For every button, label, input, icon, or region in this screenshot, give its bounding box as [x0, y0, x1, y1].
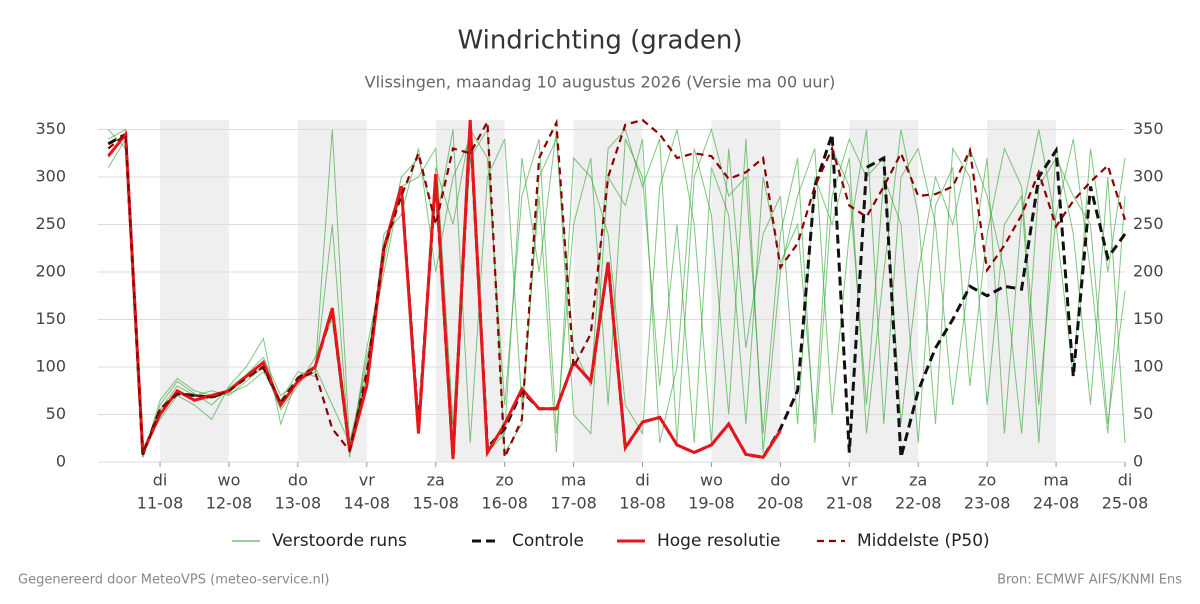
x-tick-label: 18-08	[619, 494, 666, 513]
y2-tick-label: 350	[1133, 119, 1164, 138]
y-tick-label: 100	[35, 357, 66, 376]
x-tick-weekday: di	[635, 471, 650, 490]
x-tick-label: 21-08	[826, 494, 873, 513]
x-tick-weekday: za	[427, 471, 445, 490]
x-tick-weekday: zo	[496, 471, 514, 490]
series-line	[107, 129, 1126, 454]
x-tick-weekday: ma	[1043, 471, 1068, 490]
x-tick-label: 17-08	[550, 494, 597, 513]
series-line	[108, 128, 1126, 458]
legend-label: Middelste (P50)	[857, 531, 990, 551]
y-tick-label: 150	[35, 309, 66, 328]
x-tick-label: 14-08	[344, 494, 391, 513]
x-tick-label: 25-08	[1102, 494, 1149, 513]
x-tick-weekday: za	[909, 471, 927, 490]
footer-right: Bron: ECMWF AIFS/KNMI Ens	[997, 573, 1182, 588]
x-tick-weekday: ma	[561, 471, 586, 490]
x-tick-label: 16-08	[481, 494, 528, 513]
y2-tick-label: 50	[1133, 404, 1153, 423]
footer-left: Gegenereerd door MeteoVPS (meteo-service…	[18, 573, 329, 588]
x-tick-weekday: vr	[359, 471, 375, 490]
x-tick-label: 11-08	[137, 494, 184, 513]
legend-label: Verstoorde runs	[272, 531, 407, 551]
x-tick-weekday: wo	[218, 471, 241, 490]
legend-label: Controle	[512, 531, 584, 551]
x-tick-weekday: wo	[700, 471, 723, 490]
y2-tick-label: 250	[1133, 214, 1164, 233]
x-tick-label: 15-08	[412, 494, 459, 513]
x-tick-label: 12-08	[206, 494, 253, 513]
y2-tick-label: 100	[1133, 357, 1164, 376]
day-band	[573, 120, 643, 462]
x-tick-label: 22-08	[895, 494, 942, 513]
chart-subtitle: Vlissingen, maandag 10 augustus 2026 (Ve…	[365, 73, 836, 92]
x-tick-label: 13-08	[275, 494, 322, 513]
x-tick-label: 19-08	[688, 494, 735, 513]
x-tick-label: 24-08	[1033, 494, 1080, 513]
x-tick-weekday: zo	[978, 471, 996, 490]
y2-tick-label: 150	[1133, 309, 1164, 328]
y2-tick-label: 200	[1133, 262, 1164, 281]
y-tick-label: 0	[56, 452, 66, 471]
day-band	[435, 120, 505, 462]
x-tick-weekday: di	[153, 471, 168, 490]
y2-tick-label: 300	[1133, 167, 1164, 186]
series-line	[107, 129, 1126, 458]
series-line	[107, 117, 1127, 458]
x-tick-weekday: vr	[841, 471, 857, 490]
x-tick-weekday: do	[288, 471, 308, 490]
chart-title: Windrichting (graden)	[457, 26, 742, 56]
y-tick-label: 300	[35, 167, 66, 186]
legend-label: Hoge resolutie	[657, 531, 781, 551]
x-tick-label: 23-08	[964, 494, 1011, 513]
x-tick-label: 20-08	[757, 494, 804, 513]
x-tick-weekday: di	[1118, 471, 1133, 490]
y-tick-label: 50	[46, 404, 66, 423]
y-tick-label: 250	[35, 214, 66, 233]
y-tick-label: 200	[35, 262, 66, 281]
x-tick-weekday: do	[770, 471, 790, 490]
y-tick-label: 350	[35, 119, 66, 138]
day-band	[160, 120, 229, 462]
y2-tick-label: 0	[1133, 452, 1143, 471]
